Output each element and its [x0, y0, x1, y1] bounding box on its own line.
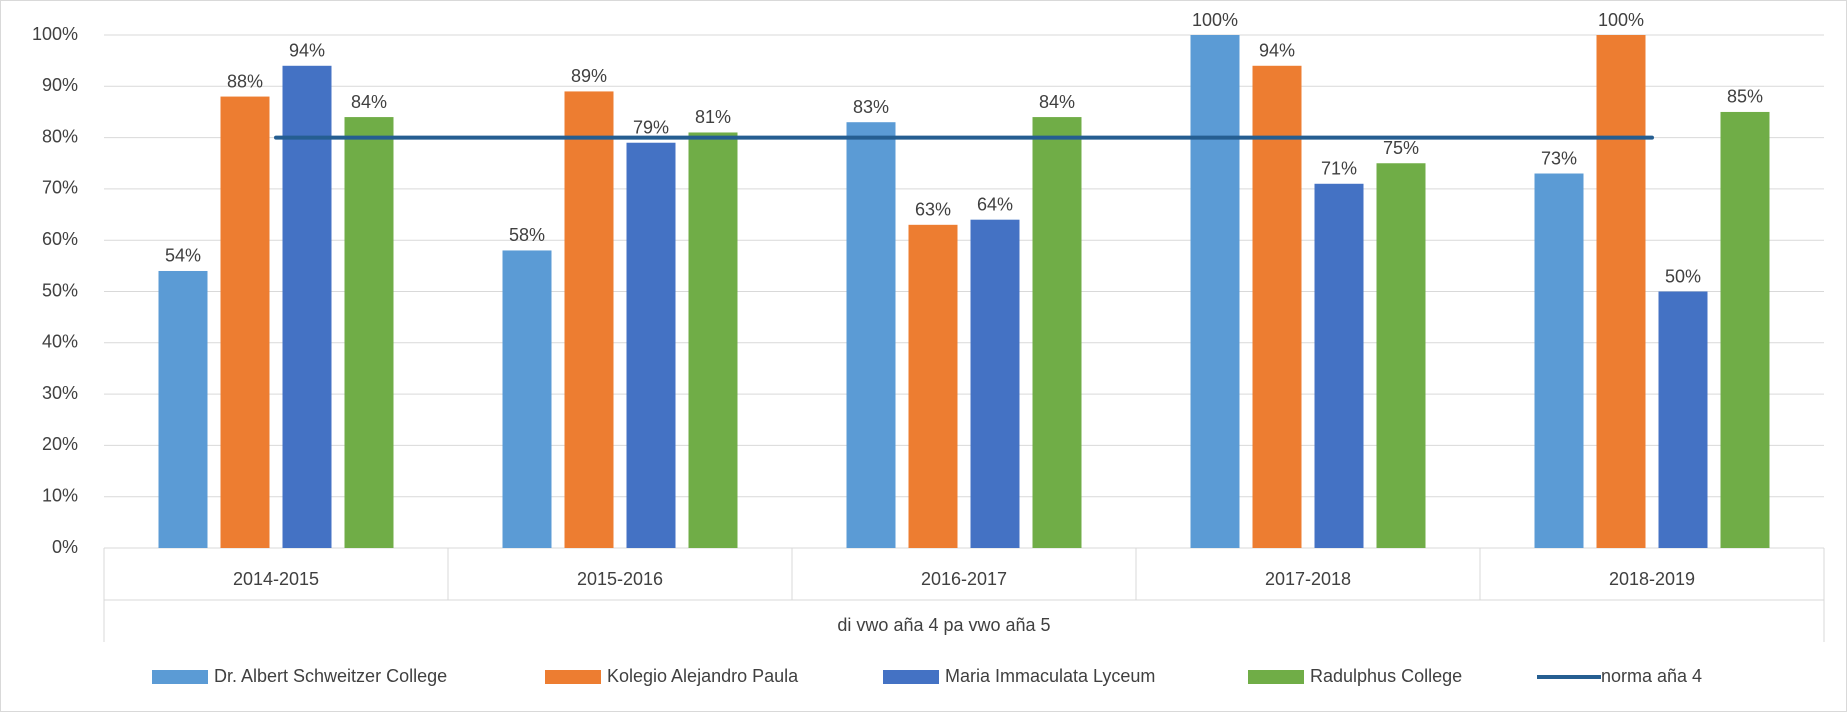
bar [908, 224, 958, 548]
data-label: 81% [695, 107, 731, 127]
data-label: 84% [351, 92, 387, 112]
data-label: 75% [1383, 138, 1419, 158]
bar [846, 122, 896, 549]
bar [158, 270, 208, 548]
bar [970, 219, 1020, 548]
bar [1534, 173, 1584, 548]
data-label: 71% [1321, 159, 1357, 179]
data-label: 83% [853, 97, 889, 117]
legend-swatch [883, 670, 939, 684]
data-label: 58% [509, 225, 545, 245]
data-label: 54% [165, 246, 201, 266]
data-label: 100% [1598, 10, 1644, 30]
legend-label: Maria Immaculata Lyceum [945, 666, 1155, 686]
data-label: 79% [633, 117, 669, 137]
bar [1252, 65, 1302, 548]
y-tick-label: 40% [42, 332, 78, 352]
data-label: 64% [977, 194, 1013, 214]
y-tick-label: 30% [42, 383, 78, 403]
bar [564, 91, 614, 549]
bar [1190, 35, 1240, 548]
x-tick-label: 2017-2018 [1265, 569, 1351, 589]
bar [688, 132, 738, 548]
data-label: 85% [1727, 87, 1763, 107]
y-tick-label: 50% [42, 280, 78, 300]
legend-label: Radulphus College [1310, 666, 1462, 686]
bar [1720, 111, 1770, 548]
bar [626, 142, 676, 549]
y-tick-label: 0% [52, 537, 78, 557]
y-tick-label: 100% [32, 24, 78, 44]
data-label: 63% [915, 200, 951, 220]
bar [1596, 35, 1646, 548]
bar [1658, 291, 1708, 548]
legend-swatch [152, 670, 208, 684]
data-label: 94% [1259, 41, 1295, 61]
data-label: 84% [1039, 92, 1075, 112]
bar [220, 96, 270, 548]
legend-swatch [545, 670, 601, 684]
y-tick-label: 10% [42, 485, 78, 505]
legend-swatch [1248, 670, 1304, 684]
bar [1314, 183, 1364, 548]
x-group-label: di vwo aña 4 pa vwo aña 5 [837, 615, 1050, 635]
bar [282, 65, 332, 548]
bar [1376, 163, 1426, 548]
x-tick-label: 2015-2016 [577, 569, 663, 589]
y-tick-label: 80% [42, 126, 78, 146]
data-label: 88% [227, 71, 263, 91]
legend-label: Kolegio Alejandro Paula [607, 666, 799, 686]
data-label: 89% [571, 66, 607, 86]
y-tick-label: 90% [42, 75, 78, 95]
x-tick-label: 2016-2017 [921, 569, 1007, 589]
bar [344, 117, 394, 548]
data-label: 73% [1541, 148, 1577, 168]
data-label: 50% [1665, 266, 1701, 286]
x-tick-label: 2014-2015 [233, 569, 319, 589]
y-tick-label: 20% [42, 434, 78, 454]
x-tick-label: 2018-2019 [1609, 569, 1695, 589]
bar [502, 250, 552, 548]
y-tick-label: 60% [42, 229, 78, 249]
data-label: 94% [289, 41, 325, 61]
legend-label: Dr. Albert Schweitzer College [214, 666, 447, 686]
legend-label: norma aña 4 [1601, 666, 1702, 686]
data-label: 100% [1192, 10, 1238, 30]
y-tick-label: 70% [42, 178, 78, 198]
bar [1032, 117, 1082, 548]
